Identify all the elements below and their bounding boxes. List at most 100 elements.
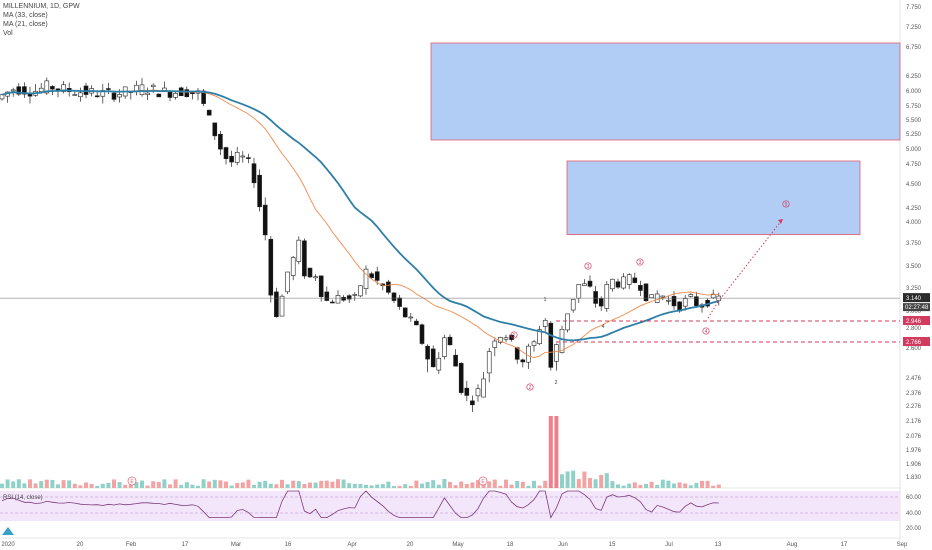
candle-body	[61, 84, 66, 92]
volume-bar	[532, 480, 536, 488]
volume-bar	[252, 484, 256, 488]
projection-arrowhead	[778, 219, 783, 224]
volume-bar	[140, 480, 144, 488]
volume-bar	[683, 483, 688, 488]
volume-bar	[688, 485, 693, 488]
candle-body	[587, 280, 593, 287]
volume-bar	[543, 480, 548, 488]
price-tick-label: 1.976	[906, 448, 922, 454]
candle-body	[72, 94, 78, 96]
volume-bar	[347, 483, 352, 488]
volume-bar	[291, 480, 296, 488]
volume-bar	[565, 471, 570, 488]
volume-bar	[268, 483, 273, 488]
date-tick-label: Mar	[231, 542, 241, 548]
wave-label-circle	[584, 262, 592, 270]
current-price-label: 3.140	[906, 296, 922, 302]
candle-body	[397, 297, 402, 307]
candle-body	[425, 345, 430, 360]
candle-body	[257, 174, 262, 208]
volume-bar	[716, 484, 721, 488]
volume-bar	[627, 483, 632, 488]
volume-bar	[179, 484, 184, 488]
price-tick-label: 1.830	[906, 475, 922, 481]
candle-body	[94, 95, 100, 98]
candle-body	[279, 295, 285, 317]
volume-bar	[431, 480, 436, 488]
candle-body	[660, 295, 666, 298]
date-tick-label: 20	[407, 542, 414, 548]
volume-bar	[50, 479, 55, 488]
wave-label: 5	[785, 202, 788, 208]
volume-bar	[336, 479, 340, 488]
volume-bar	[554, 416, 559, 488]
volume-bar	[632, 482, 637, 488]
rsi-line	[1, 490, 719, 519]
candle-body	[559, 329, 565, 353]
price-tick-label: 2.376	[906, 391, 922, 397]
volume-bar	[313, 482, 318, 488]
price-tick-label: 1.906	[906, 462, 922, 468]
candle-body	[145, 92, 150, 95]
volume-bar	[95, 485, 100, 488]
candle-body	[576, 284, 582, 299]
candle-body	[582, 283, 587, 286]
candle-body	[638, 285, 643, 291]
level-badge	[903, 337, 930, 346]
rsi-tick-label: 40.00	[906, 511, 922, 517]
volume-bar	[666, 480, 671, 488]
volume-bar	[436, 484, 441, 488]
candle-body	[598, 298, 604, 307]
volume-bar	[380, 484, 385, 488]
volume-bar	[67, 480, 72, 488]
chart-legend: MILLENNIUM, 1D, GPW MA (33, close) MA (2…	[3, 2, 80, 38]
wave-label-circle	[636, 258, 644, 266]
candle-body	[240, 155, 246, 158]
date-tick-label: Aug	[787, 542, 798, 548]
candle-body	[481, 378, 486, 398]
candle-body	[16, 86, 22, 95]
volume-bar	[705, 480, 710, 488]
volume-bar	[72, 483, 77, 488]
volume-bar	[593, 479, 598, 488]
candle-body	[358, 285, 363, 297]
candle-body	[335, 295, 341, 304]
volume-bar	[711, 485, 716, 488]
candle-body	[542, 320, 548, 327]
candle-body	[313, 276, 318, 279]
volume-bar	[5, 479, 10, 488]
volume-bar	[218, 480, 223, 488]
target-zone	[566, 160, 861, 235]
candle-body	[570, 299, 576, 311]
candle-body	[156, 93, 162, 98]
candle-body	[486, 351, 492, 374]
candle-body	[346, 295, 352, 300]
earnings-event-marker	[478, 476, 488, 486]
wave-label: 2	[555, 380, 558, 386]
candle-body	[682, 298, 688, 307]
candle-body	[492, 340, 498, 348]
volume-bar	[453, 485, 458, 488]
price-tick-label: 2.476	[906, 376, 922, 382]
candle-body	[352, 294, 358, 296]
date-tick-label: 13	[715, 542, 722, 548]
wave-label-circle	[782, 200, 790, 208]
ma33-line	[1, 89, 720, 342]
volume-bar	[375, 484, 380, 488]
price-tick-label: 7.750	[906, 5, 922, 11]
price-tick-label: 2.600	[906, 346, 922, 352]
price-tick-label: 5.250	[906, 132, 922, 138]
price-tick-label: 6.000	[906, 89, 922, 95]
volume-bar	[420, 483, 424, 488]
volume-bar	[56, 484, 60, 488]
volume-bar	[39, 481, 44, 488]
candle-body	[604, 284, 610, 309]
volume-bar	[89, 484, 94, 488]
legend-ma21: MA (21, close)	[3, 21, 48, 28]
volume-bar	[369, 485, 374, 488]
volume-bar	[537, 485, 542, 488]
volume-bar	[235, 482, 240, 488]
candle-body	[223, 147, 229, 160]
volume-bar	[548, 416, 553, 488]
